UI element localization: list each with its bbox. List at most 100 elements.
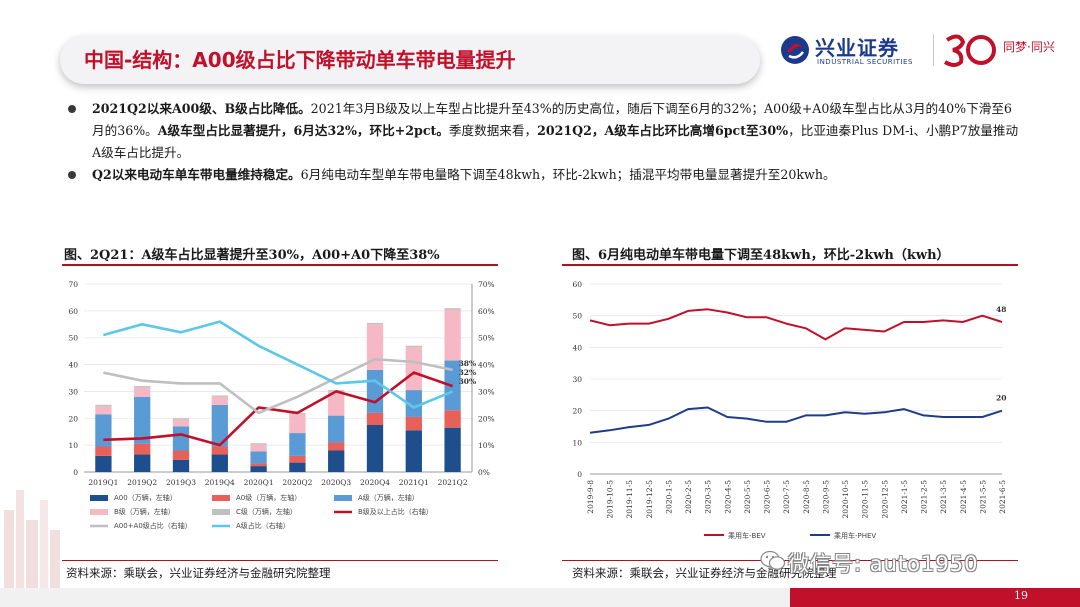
right-chart-series-line — [589, 308, 1003, 341]
right-chart-x-tick: 2020-3-5 — [704, 480, 713, 514]
right-chart-x-tick: 2021-1-5 — [900, 480, 909, 514]
right-chart-background — [562, 268, 1022, 558]
left-chart-x-tick: 2020Q4 — [360, 478, 390, 487]
left-chart-legend-label: A00（万辆，左轴） — [114, 493, 177, 502]
right-chart: 0 10 20 30 40 50 60 2019-9-8 2019-10-5 2019-11-5 2… — [562, 268, 1022, 558]
left-chart-bar — [366, 369, 384, 413]
left-chart-y-tick: 20 — [68, 414, 78, 423]
right-chart-x-tick: 2019-9-8 — [586, 480, 595, 514]
left-chart-y2-tick: 30% — [478, 387, 495, 396]
right-chart-x-tick: 2020-10-5 — [841, 480, 850, 519]
bullet-text-part: ，比亚迪秦Plus DM-i、小鹏P7放量推动A级车占比提升。 — [92, 123, 1019, 160]
bullet-text-part: 2021Q2，A级车占比环比高增6pct至30% — [537, 123, 789, 138]
right-chart-y-tick: 10 — [572, 438, 582, 447]
left-chart-bar — [95, 406, 112, 415]
left-chart-x-tick: 2020Q2 — [282, 478, 312, 487]
right-chart-x-tick: 2020-6-5 — [763, 480, 772, 514]
right-chart-y-tick: 0 — [577, 470, 582, 479]
left-chart-bar — [289, 455, 306, 463]
left-chart-y-tick: 50 — [68, 334, 78, 343]
right-chart-x-tick: 2021-3-5 — [939, 480, 948, 514]
bullet-text-part: Q2以来电动车单车带电量维持稳定。 — [92, 167, 301, 182]
left-chart-legend-label: C级（万辆，左轴） — [236, 507, 297, 516]
left-chart-bar — [134, 443, 151, 455]
right-chart-x-tick: 2021-4-5 — [959, 480, 968, 514]
left-chart-bar — [289, 414, 306, 434]
bullet-dot-icon — [68, 105, 76, 113]
left-chart-bar — [405, 347, 422, 391]
left-chart-legend-swatch — [212, 509, 230, 515]
footer-red-band — [790, 588, 1080, 607]
right-chart-title-rule — [562, 264, 1018, 266]
city-skyline-decoration — [4, 490, 60, 588]
left-chart-x-tick: 2021Q1 — [399, 478, 429, 487]
left-chart-legend-swatch — [90, 509, 108, 515]
right-chart-x-tick: 2020-2-5 — [684, 480, 693, 514]
left-chart-y2-tick: 50% — [478, 334, 495, 343]
left-chart-title: 图、2Q21：A级车占比显著提升至30%，A00+A0下降至38% — [64, 248, 440, 263]
left-chart-bar — [134, 386, 151, 388]
left-chart-bar — [95, 446, 112, 456]
left-chart-end-label: 38% — [459, 359, 477, 368]
left-chart-y2-tick: 10% — [478, 441, 495, 450]
left-chart-bar — [366, 412, 384, 425]
logo-slogan: 同梦·同兴 — [1003, 40, 1055, 54]
right-chart-x-tick: 2019-10-5 — [606, 480, 615, 519]
right-chart-x-tick: 2020-5-5 — [743, 480, 752, 514]
logo-english-name: INDUSTRIAL SECURITIES — [817, 58, 913, 66]
left-chart-legend-label: A级（万辆，左轴） — [358, 493, 419, 502]
left-chart-bar — [172, 426, 190, 451]
right-chart-y-tick: 20 — [572, 407, 582, 416]
left-chart-bar — [172, 419, 190, 427]
bullet-dot-icon — [68, 171, 76, 179]
right-chart-bottom-rule — [562, 560, 1018, 561]
left-chart-bar — [250, 443, 267, 445]
right-chart-legend-label: 乘用车-PHEV — [834, 531, 876, 540]
left-chart-bar — [405, 416, 422, 431]
left-chart-bar — [211, 396, 228, 405]
wechat-icon — [760, 550, 786, 570]
left-chart-bar — [172, 459, 190, 472]
right-chart-x-tick: 2021-5-5 — [978, 480, 987, 514]
left-chart-bar — [172, 418, 190, 420]
left-chart-y-tick: 10 — [68, 441, 78, 450]
left-chart-x-tick: 2021Q2 — [438, 478, 468, 487]
left-chart-bar — [250, 444, 267, 452]
title-bar: 中国-结构：A00级占比下降带动单车带电量提升 — [60, 36, 760, 84]
left-chart-bar — [444, 410, 461, 428]
left-chart-end-label: 30% — [459, 377, 477, 386]
bullet-text-part: 季度数据来看， — [448, 123, 538, 138]
right-chart-y-tick: 60 — [572, 280, 582, 289]
bullet-text-part: 2021年3月B级及以上车型占比提升至43%的历史高位，随后下调至6月的32%；… — [92, 101, 1012, 138]
left-chart-bar — [211, 446, 228, 455]
right-chart-x-tick: 2019-12-5 — [645, 480, 654, 519]
left-chart-bar — [444, 309, 461, 361]
bullet-text-part: 2021Q2以来A00级、B级占比降低。 — [92, 101, 311, 116]
left-chart-y-tick: 40 — [68, 361, 78, 370]
left-chart-y-tick: 30 — [68, 387, 78, 396]
left-chart-y-tick: 0 — [73, 468, 78, 477]
left-chart-bar — [250, 463, 267, 467]
left-chart-title-rule — [62, 264, 498, 266]
left-chart-bar — [134, 396, 151, 444]
right-chart-x-tick: 2020-8-5 — [802, 480, 811, 514]
left-chart-legend-swatch — [334, 495, 352, 501]
right-chart-source: 资料来源：乘联会，兴业证券经济与金融研究院整理 — [572, 566, 837, 580]
left-chart-y2-tick: 20% — [478, 414, 495, 423]
left-chart-bottom-rule — [62, 560, 498, 561]
left-chart-y2-tick: 70% — [478, 280, 495, 289]
left-chart-series-line — [103, 371, 454, 447]
left-chart-x-tick: 2019Q1 — [88, 478, 118, 487]
bullet-item: Q2以来电动车单车带电量维持稳定。6月纯电动车型单车带电量略下调至48kwh，环… — [64, 164, 1024, 186]
left-chart-legend-label: B级及以上占比（右轴） — [358, 507, 433, 516]
left-chart-y2-tick: 40% — [478, 361, 495, 370]
logo-divider — [933, 34, 934, 66]
left-chart-y-tick: 60 — [68, 307, 78, 316]
left-chart-x-tick: 2019Q4 — [205, 478, 235, 487]
left-chart-x-tick: 2019Q2 — [127, 478, 157, 487]
left-chart-bar — [328, 391, 345, 416]
company-logo: 兴业证券 INDUSTRIAL SECURITIES 同梦·同兴 — [775, 28, 1075, 72]
left-chart-bar — [444, 427, 461, 472]
left-chart-legend-label: B级（万辆，左轴） — [114, 507, 175, 516]
right-chart-legend-label: 乘用车-BEV — [728, 531, 766, 540]
